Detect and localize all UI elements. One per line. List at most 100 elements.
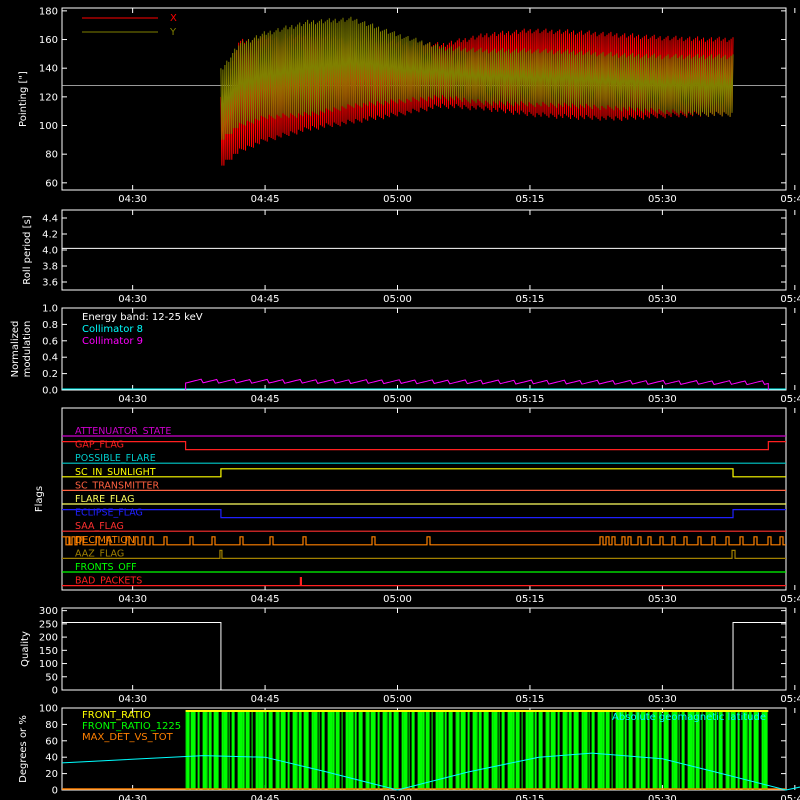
geo-front-ratio-bar <box>681 710 685 790</box>
geo-front-ratio-bar <box>678 710 680 790</box>
modulation-ytick-label: 0.4 <box>42 353 58 364</box>
geo-xtick-label: 04:30 <box>118 794 147 800</box>
geo-front-ratio-bar <box>534 710 537 790</box>
pointing-ytick-label: 60 <box>45 178 58 189</box>
geo-front-ratio-bar <box>206 710 208 790</box>
quality-series-line <box>62 622 786 691</box>
geo-ytick-label: 40 <box>45 753 58 764</box>
flag-trace-eclipse_flag <box>62 509 786 519</box>
geo-legend-1: FRONT_RATIO_1225 <box>82 721 181 732</box>
quality-xtick-label: 05:45 <box>780 694 800 705</box>
geo-legend-latitude: Absolute geomagnetic latitude <box>612 712 766 723</box>
geo-front-ratio-bar <box>251 710 253 790</box>
geo-front-ratio-bar <box>663 710 669 790</box>
geo-front-ratio-bar <box>705 710 709 790</box>
quality-ytick-label: 250 <box>39 619 58 630</box>
geo-front-ratio-bar <box>692 710 695 790</box>
geo-front-ratio-bar <box>186 710 190 790</box>
geo-ylabel: Degrees or % <box>18 715 29 783</box>
modulation-series-collimator-9 <box>185 378 769 391</box>
geo-ytick-label: 60 <box>45 736 58 747</box>
geo-front-ratio-bar <box>538 710 543 790</box>
geo-front-ratio-bar <box>255 710 259 790</box>
geo-front-ratio-bar <box>460 710 466 790</box>
geo-latitude-curve <box>61 752 800 791</box>
flag-trace-gap_flag <box>62 441 786 451</box>
roll-ytick-label: 3.6 <box>42 278 58 289</box>
geo-front-ratio-bar <box>467 710 470 790</box>
quality-frame <box>61 607 787 691</box>
roll-xtick-label: 05:30 <box>648 294 677 305</box>
flags-xtick-label: 05:00 <box>383 594 412 605</box>
flag-label-possible_flare: POSSIBLE_FLARE <box>75 453 156 464</box>
geo-front-ratio-bar <box>185 710 187 790</box>
geo-front-ratio-bar <box>718 710 723 790</box>
flag-trace-sc_in_sunlight <box>62 468 786 478</box>
pointing-ytick-label: 120 <box>39 92 58 103</box>
pointing-xtick-label: 05:00 <box>383 194 412 205</box>
geo-xtick-label: 05:00 <box>383 794 412 800</box>
geo-ytick-label: 100 <box>39 704 58 715</box>
geo-front-ratio-bar <box>493 710 498 790</box>
geo-ytick-label: 80 <box>45 720 58 731</box>
flag-trace-decimation <box>62 536 786 546</box>
pointing-ytick-label: 180 <box>39 6 58 17</box>
flags-xtick-label: 04:45 <box>251 594 280 605</box>
roll-ylabel: Roll period [s] <box>22 215 33 284</box>
geo-front-ratio-bar <box>287 710 290 790</box>
geo-front-ratio-bar <box>354 710 357 790</box>
geo-front-ratio-bar <box>298 710 302 790</box>
quality-ytick-label: 50 <box>45 672 58 683</box>
flag-label-fronts_off: FRONTS_OFF <box>75 562 137 573</box>
geo-front-ratio-bar <box>245 710 250 790</box>
flag-label-saa_flag: SAA_FLAG <box>75 521 124 532</box>
quality-ytick-label: 100 <box>39 659 58 670</box>
geo-front-ratio-bar <box>358 710 363 790</box>
geo-front-ratio-bar <box>581 710 584 790</box>
geo-front-ratio-bar <box>223 710 228 790</box>
pointing-frame <box>61 7 787 191</box>
flag-label-gap_flag: GAP_FLAG <box>75 440 124 451</box>
flag-trace-bad_packets <box>62 577 786 587</box>
flag-label-aaz_flag: AAZ_FLAG <box>75 548 124 559</box>
geo-front-ratio-bar <box>411 710 415 790</box>
modulation-ytick-label: 0.8 <box>42 320 58 331</box>
geo-front-ratio-bar <box>545 710 547 790</box>
geo-front-ratio-bar <box>512 710 515 790</box>
quality-xtick-label: 04:30 <box>118 694 147 705</box>
pointing-ytick-label: 100 <box>39 121 58 132</box>
pointing-xtick-label: 05:15 <box>516 194 545 205</box>
flag-label-attenuator_state: ATTENUATOR_STATE <box>75 426 171 437</box>
modulation-ylabel: modulation <box>22 321 33 378</box>
geo-front-ratio-bar <box>237 710 243 790</box>
quality-ytick-label: 150 <box>39 646 58 657</box>
geo-front-ratio-bar <box>557 710 560 790</box>
flags-frame <box>61 407 787 591</box>
geo-front-ratio-bar <box>746 710 748 790</box>
roll-xtick-label: 05:00 <box>383 294 412 305</box>
geo-front-ratio-bar <box>327 710 333 790</box>
geo-xtick-label: 04:45 <box>251 794 280 800</box>
geo-front-ratio-bar <box>507 710 513 790</box>
geo-front-ratio-bar <box>370 710 376 790</box>
geo-front-ratio-bar <box>640 710 646 790</box>
quality-ytick-label: 300 <box>39 606 58 617</box>
geo-front-ratio-bar <box>275 710 277 790</box>
geo-front-ratio-bar <box>656 710 658 790</box>
geo-front-ratio-bar <box>583 710 588 790</box>
panels: 04:3004:4505:0005:1505:3005:4506:0060801… <box>10 6 800 800</box>
geo-front-ratio-bar <box>386 710 388 790</box>
geo-front-ratio-bar <box>321 710 325 790</box>
geo-front-ratio-bar <box>525 710 529 790</box>
geo-front-ratio-bar <box>515 710 520 790</box>
geo-front-ratio-bar <box>403 710 408 790</box>
pointing-legend-label-X: X <box>170 13 177 24</box>
modulation-frame <box>61 307 787 391</box>
geo-front-ratio-bar <box>478 710 482 790</box>
geo-front-ratio-bar <box>408 710 410 790</box>
geo-front-ratio-bar <box>701 710 703 790</box>
geo-front-ratio-bar <box>528 710 534 790</box>
roll-ytick-label: 3.8 <box>42 262 58 273</box>
geo-front-ratio-bar <box>444 710 447 790</box>
geo-front-ratio-bar <box>730 710 736 790</box>
